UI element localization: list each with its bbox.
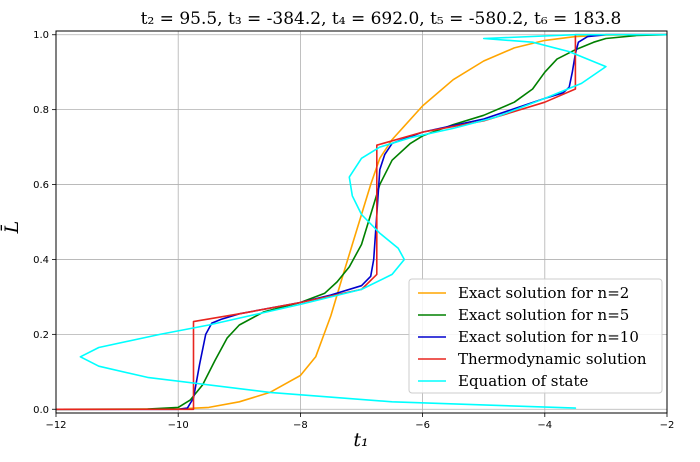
- legend-label-4: Thermodynamic solution: [458, 350, 647, 368]
- x-tick-label: −4: [537, 420, 552, 431]
- series-line-4: [56, 33, 667, 411]
- y-tick-label: 0.6: [33, 180, 49, 191]
- y-tick-label: 0.8: [33, 105, 49, 116]
- series-layer: [56, 33, 667, 411]
- axis-ticks: −12 −10 −8 −6 −4 −2 0.0 0.2 0.4 0.6 0.8 1.0: [33, 30, 674, 431]
- series-line-5: [79, 33, 667, 409]
- legend-label-2: Exact solution for n=5: [458, 306, 629, 324]
- series-line-2: [56, 33, 667, 411]
- y-axis-label: L̄: [0, 221, 23, 235]
- y-tick-label: 1.0: [33, 30, 49, 41]
- y-tick-label: 0.4: [33, 255, 49, 266]
- x-tick-label: −8: [293, 420, 308, 431]
- legend-box: [408, 278, 663, 394]
- x-tick-label: −10: [168, 420, 189, 431]
- legend-label-5: Equation of state: [458, 372, 588, 390]
- x-tick-label: −2: [660, 420, 675, 431]
- x-tick-label: −6: [415, 420, 430, 431]
- plot-area-frame: [55, 30, 668, 414]
- y-tick-label: 0.0: [33, 405, 49, 416]
- chart-title: t₂ = 95.5, t₃ = -384.2, t₄ = 692.0, t₅ =…: [141, 9, 622, 29]
- x-tick-label: −12: [45, 420, 66, 431]
- legend: Exact solution for n=2 Exact solution for…: [408, 278, 663, 394]
- x-axis-label: t₁: [353, 429, 368, 451]
- y-tick-label: 0.2: [33, 330, 49, 341]
- legend-label-3: Exact solution for n=10: [458, 328, 639, 346]
- legend-label-1: Exact solution for n=2: [458, 284, 629, 302]
